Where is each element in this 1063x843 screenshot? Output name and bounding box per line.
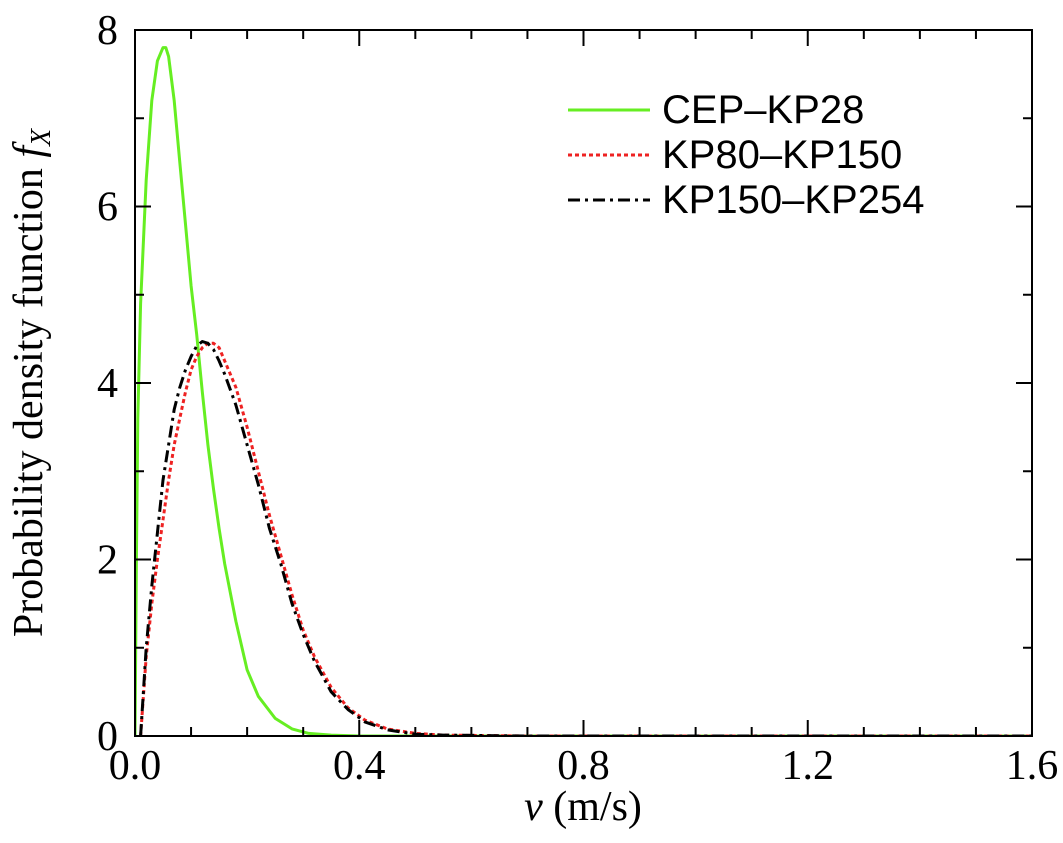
x-axis-title: v (m/s)	[524, 784, 642, 830]
y-tick-label: 8	[97, 8, 118, 54]
y-tick-label: 0	[97, 714, 118, 760]
legend-label-2: KP80–KP150	[662, 133, 902, 177]
x-axis-unit: (m/s)	[543, 784, 642, 830]
y-tick-label: 6	[97, 185, 118, 231]
y-axis-label: Probability density function	[6, 158, 52, 637]
legend-label-3: KP150–KP254	[662, 178, 924, 222]
x-tick-label: 0.8	[557, 743, 610, 789]
y-tick-label: 4	[97, 361, 118, 407]
x-axis-variable: v	[524, 784, 543, 830]
y-tick-label: 2	[97, 538, 118, 584]
x-tick-label: 1.2	[782, 743, 835, 789]
x-tick-label: 0.4	[333, 743, 386, 789]
x-tick-label: 1.6	[1006, 743, 1059, 789]
x-tick-label: 0.0	[109, 743, 162, 789]
series-line-3	[139, 340, 1032, 736]
series-line-2	[139, 341, 1032, 736]
y-axis-title: Probability density function fX	[6, 128, 57, 637]
legend-label-1: CEP–KP28	[662, 88, 864, 132]
y-axis-function-subscript: X	[26, 128, 57, 147]
